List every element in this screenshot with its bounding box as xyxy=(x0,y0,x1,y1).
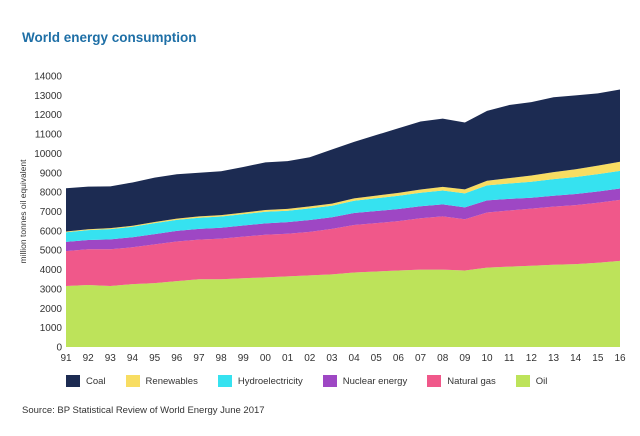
legend-swatch xyxy=(427,375,442,387)
x-tick-label: 11 xyxy=(504,353,515,364)
x-tick-label: 94 xyxy=(127,353,139,364)
legend-item-oil: Oil xyxy=(515,375,548,387)
area-chart: 0100020003000400050006000700080009000100… xyxy=(18,72,626,365)
chart-title: World energy consumption xyxy=(22,30,197,45)
x-tick-label: 92 xyxy=(83,353,95,364)
legend-label: Coal xyxy=(86,375,106,387)
chart-legend: Coal Renewables Hydroelectricity Nuclear en… xyxy=(66,375,567,387)
x-tick-label: 95 xyxy=(149,353,161,364)
legend-label: Hydroelectricity xyxy=(237,375,303,387)
y-tick-label: 14000 xyxy=(34,72,62,83)
y-tick-label: 7000 xyxy=(40,207,63,218)
x-tick-label: 01 xyxy=(282,353,294,364)
x-tick-label: 03 xyxy=(326,353,338,364)
x-tick-label: 00 xyxy=(260,353,272,364)
legend-label: Natural gas xyxy=(447,375,496,387)
y-tick-label: 3000 xyxy=(40,284,63,295)
y-tick-label: 6000 xyxy=(40,226,63,237)
x-tick-label: 10 xyxy=(481,353,493,364)
x-tick-label: 16 xyxy=(614,353,626,364)
x-tick-label: 93 xyxy=(105,353,117,364)
x-tick-label: 02 xyxy=(304,353,316,364)
x-tick-label: 04 xyxy=(349,353,361,364)
y-tick-label: 13000 xyxy=(34,91,62,102)
legend-swatch xyxy=(66,375,80,387)
source-note: Source: BP Statistical Review of World E… xyxy=(22,405,265,416)
y-tick-label: 8000 xyxy=(40,188,63,199)
x-tick-label: 96 xyxy=(171,353,183,364)
legend-item-hydroelectricity: Hydroelectricity xyxy=(217,375,303,387)
legend-item-coal: Coal xyxy=(66,375,106,387)
x-tick-label: 98 xyxy=(216,353,228,364)
y-tick-label: 11000 xyxy=(35,130,63,141)
x-tick-label: 13 xyxy=(548,353,560,364)
legend-item-nuclear-energy: Nuclear energy xyxy=(322,375,408,387)
area-series xyxy=(66,89,620,347)
y-axis-ticks: 0 1000 2000 3000 4000 5000 6000 7000 8000 9000 100… xyxy=(34,72,62,354)
legend-swatch xyxy=(515,375,530,387)
area-natural-gas xyxy=(66,199,620,287)
legend-swatch xyxy=(125,375,140,387)
x-tick-label: 05 xyxy=(371,353,383,364)
y-tick-label: 5000 xyxy=(40,246,63,257)
x-tick-label: 08 xyxy=(437,353,449,364)
legend-label: Oil xyxy=(535,375,548,387)
area-nuclear-energy xyxy=(66,188,620,252)
x-tick-label: 97 xyxy=(193,353,205,364)
area-oil xyxy=(66,260,620,347)
x-tick-label: 99 xyxy=(238,353,250,364)
area-coal xyxy=(66,89,620,232)
y-tick-label: 2000 xyxy=(40,304,63,315)
y-tick-label: 0 xyxy=(56,343,62,354)
legend-label: Renewables xyxy=(145,375,198,387)
y-tick-label: 9000 xyxy=(40,168,63,179)
y-tick-label: 4000 xyxy=(40,265,63,276)
legend-swatch xyxy=(217,375,232,387)
y-tick-label: 10000 xyxy=(34,149,62,160)
y-axis-label: million tonnes oil equivalent xyxy=(18,159,28,264)
x-tick-label: 07 xyxy=(415,353,427,364)
x-axis-ticks: 91 92 93 94 95 96 97 98 99 00 01 02 03 04 05 06 07 08 09 10… xyxy=(60,353,626,364)
x-tick-label: 09 xyxy=(459,353,471,364)
x-tick-label: 14 xyxy=(570,353,582,364)
x-tick-label: 15 xyxy=(592,353,604,364)
x-tick-label: 06 xyxy=(393,353,405,364)
y-tick-label: 1000 xyxy=(40,323,63,334)
legend-item-natural-gas: Natural gas xyxy=(427,375,496,387)
y-tick-label: 12000 xyxy=(34,110,62,121)
legend-label: Nuclear energy xyxy=(342,375,408,387)
area-hydroelectricity xyxy=(66,170,620,242)
legend-item-renewables: Renewables xyxy=(125,375,198,387)
x-tick-label: 91 xyxy=(60,353,72,364)
x-tick-label: 12 xyxy=(526,353,538,364)
legend-swatch xyxy=(322,375,337,387)
